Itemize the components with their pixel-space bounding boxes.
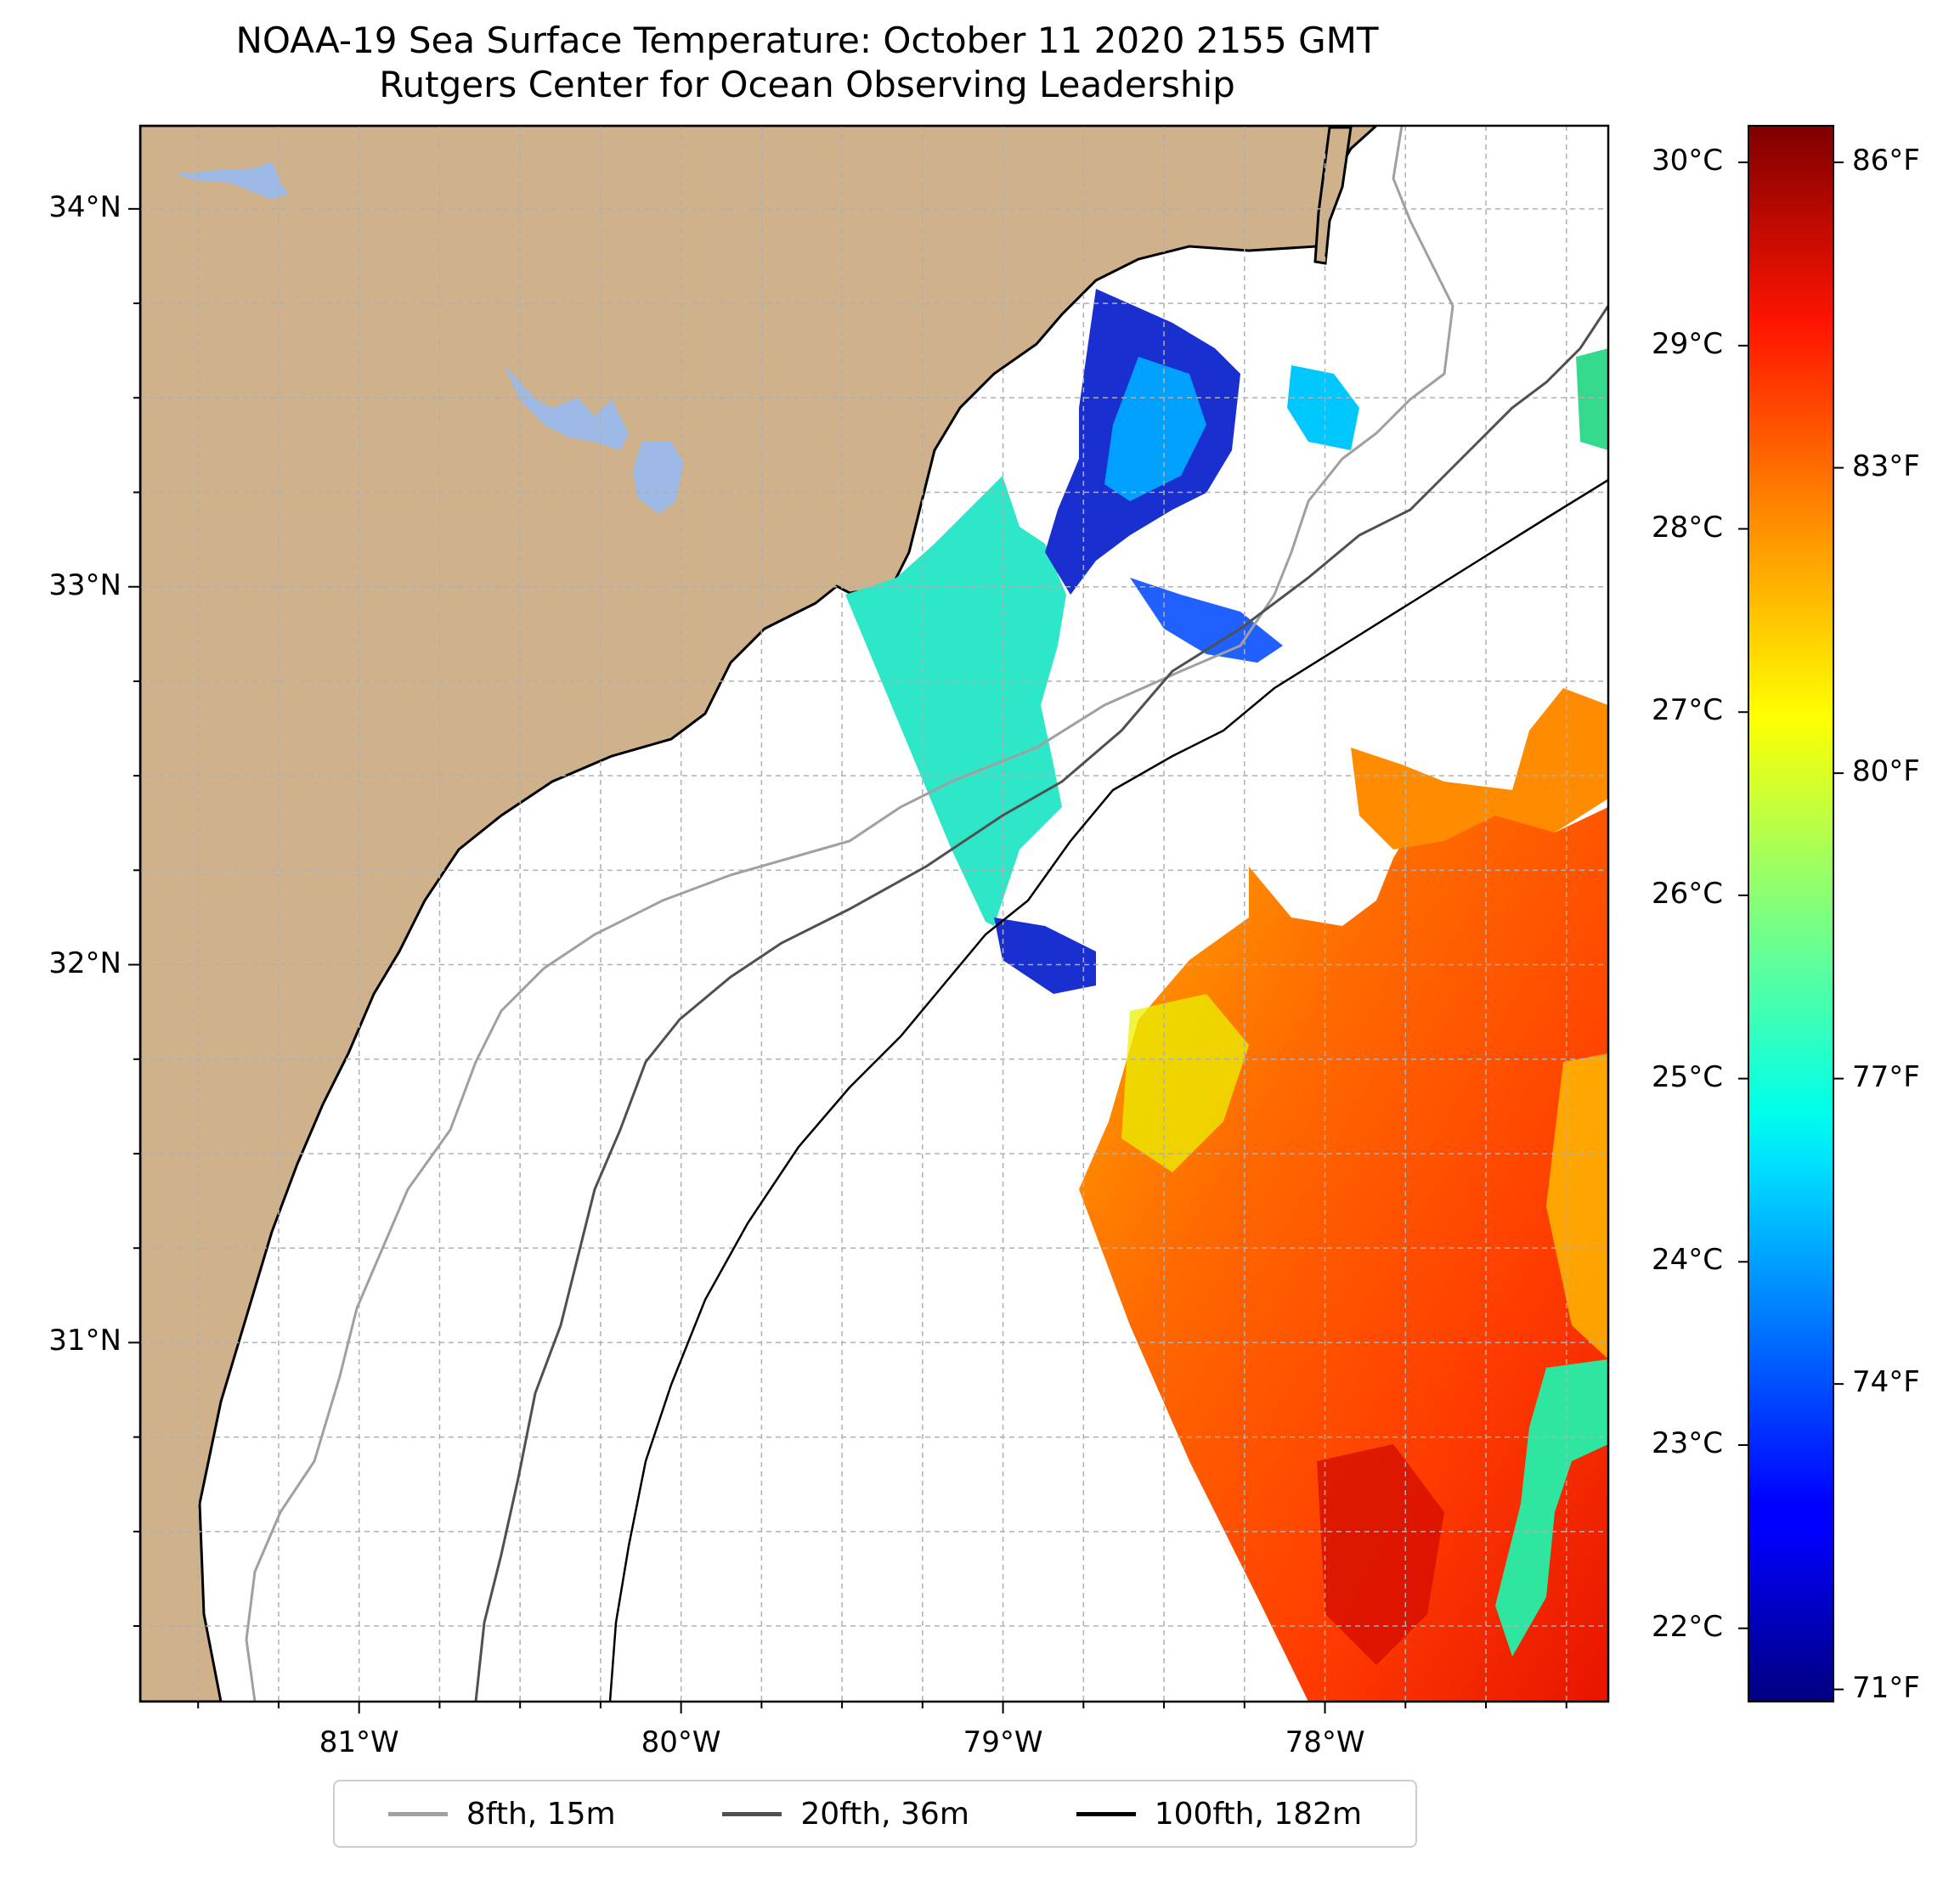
legend-item-8fth: 8fth, 15m (387, 1796, 616, 1832)
sst-cool-swath (845, 476, 1066, 926)
lon-tick-label: 79°W (963, 1725, 1043, 1759)
fahrenheit-tick-label: 80°F (1852, 754, 1920, 789)
lat-tick-label: 32°N (48, 946, 121, 980)
celsius-tick-label: 30°C (1651, 144, 1723, 178)
sst-cool-edge (1495, 1359, 1608, 1657)
fahrenheit-tick-label: 74°F (1852, 1365, 1920, 1400)
celsius-tick-label: 28°C (1651, 510, 1723, 545)
fahrenheit-tick-label: 83°F (1852, 449, 1920, 483)
legend-item-20fth: 20fth, 36m (722, 1797, 969, 1832)
legend-swatch-20fth (722, 1811, 782, 1816)
fahrenheit-tick-label: 77°F (1852, 1059, 1920, 1094)
legend-label-100fth: 100fth, 182m (1154, 1796, 1363, 1832)
sst-warm-swath (1351, 688, 1608, 850)
celsius-tick-label: 25°C (1651, 1059, 1723, 1094)
barrier-island (1313, 126, 1353, 265)
fahrenheit-tick-label: 86°F (1852, 144, 1920, 178)
map-title: NOAA-19 Sea Surface Temperature: October… (0, 19, 1614, 107)
land-mass (140, 126, 1379, 1702)
sst-cold-patch (1104, 357, 1206, 501)
gridlines (140, 126, 1608, 1702)
lat-tick-label: 34°N (48, 189, 121, 224)
lake (633, 442, 684, 514)
sst-hot-core (1317, 1444, 1444, 1665)
legend-swatch-100fth (1076, 1811, 1136, 1816)
lon-tick-label: 78°W (1285, 1725, 1365, 1759)
legend: 8fth, 15m 20fth, 36m 100fth, 182m (333, 1780, 1417, 1848)
legend-label-8fth: 8fth, 15m (466, 1796, 616, 1832)
sst-cold-patch (1287, 365, 1359, 450)
celsius-tick-label: 24°C (1651, 1243, 1723, 1278)
celsius-tick-label: 26°C (1651, 876, 1723, 911)
legend-label-20fth: 20fth, 36m (800, 1796, 969, 1832)
isobath-100fth (608, 478, 1608, 1702)
celsius-tick-label: 22°C (1651, 1609, 1723, 1644)
celsius-tick-label: 29°C (1651, 326, 1723, 361)
celsius-tick-label: 23°C (1651, 1426, 1723, 1461)
lat-tick-label: 33°N (48, 567, 121, 602)
isobath-20fth (474, 305, 1608, 1702)
legend-item-100fth: 100fth, 182m (1076, 1797, 1362, 1832)
lat-tick-label: 31°N (48, 1324, 121, 1358)
sst-yellow-patch (1121, 994, 1249, 1172)
lon-tick-label: 81°W (319, 1725, 399, 1759)
colorbar (1748, 125, 1834, 1702)
colorbar-ticks (1738, 161, 1844, 1691)
sst-cold-patch (1576, 348, 1608, 450)
lon-tick-label: 80°W (641, 1725, 721, 1759)
sst-cold-patch (994, 917, 1096, 994)
map-frame (138, 124, 1610, 1703)
legend-swatch-8fth (387, 1811, 448, 1816)
lake (503, 364, 629, 450)
lake (174, 161, 289, 200)
title-line-1: NOAA-19 Sea Surface Temperature: October… (235, 20, 1379, 61)
sst-yellow-patch (1546, 1053, 1608, 1359)
axis-ticks (128, 207, 1567, 1713)
fahrenheit-tick-label: 71°F (1852, 1670, 1920, 1705)
title-line-2: Rutgers Center for Ocean Observing Leade… (379, 64, 1235, 105)
celsius-tick-label: 27°C (1651, 693, 1723, 728)
isobath-8fth (245, 126, 1454, 1702)
